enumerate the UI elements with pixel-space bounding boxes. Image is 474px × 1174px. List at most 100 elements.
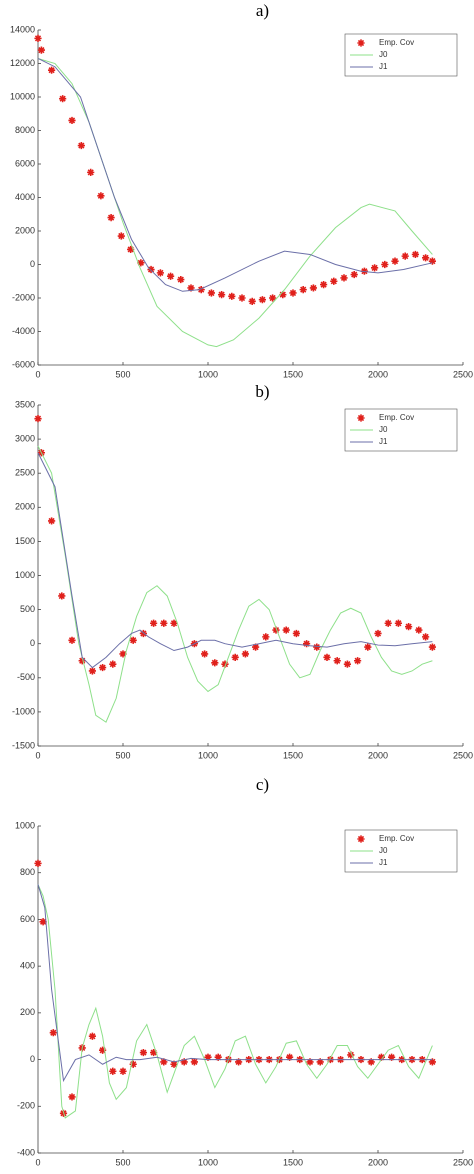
x-tick-label: 1500 <box>283 369 303 379</box>
chart-panel: b) -1500 -1000 -500 0 500 1000 1500 2000 2500 3000… <box>12 382 473 760</box>
data-point <box>214 1053 222 1061</box>
data-point <box>201 650 209 658</box>
data-point <box>190 1058 198 1066</box>
x-tick-label: 2500 <box>453 1157 473 1167</box>
y-tick-label: 400 <box>20 961 35 971</box>
data-point <box>37 46 45 54</box>
x-tick-label: 500 <box>115 369 130 379</box>
data-point <box>306 1058 314 1066</box>
data-line <box>37 884 433 1119</box>
data-point <box>150 619 158 627</box>
data-point <box>211 659 219 667</box>
data-point <box>109 660 117 668</box>
data-point <box>350 270 358 279</box>
data-point <box>289 289 297 297</box>
data-point <box>160 1058 168 1066</box>
legend-text: J0 <box>379 846 388 855</box>
legend-text: J1 <box>379 62 388 71</box>
data-point <box>88 1032 96 1040</box>
data-point <box>303 640 311 648</box>
data-point <box>388 1053 396 1061</box>
data-point <box>272 626 280 634</box>
data-point <box>107 214 115 222</box>
data-point <box>238 294 246 302</box>
data-point <box>316 1058 324 1066</box>
data-point <box>354 657 362 665</box>
y-tick-label: 10000 <box>10 91 35 101</box>
y-tick-label: 2000 <box>15 225 35 235</box>
y-tick-label: 3000 <box>15 433 35 443</box>
data-point <box>269 294 277 302</box>
data-line <box>37 57 433 348</box>
x-tick-label: 500 <box>115 1157 130 1167</box>
data-point <box>248 297 256 305</box>
data-point <box>286 1053 294 1061</box>
data-line <box>37 445 433 723</box>
data-point <box>77 141 85 150</box>
data-point <box>99 1046 107 1054</box>
y-tick-label: -500 <box>17 672 35 682</box>
data-point <box>347 1051 355 1059</box>
x-tick-label: 1500 <box>283 1157 303 1167</box>
legend-text: Emp. Cov <box>379 834 414 843</box>
data-point <box>119 1067 127 1075</box>
legend-text: J1 <box>379 437 388 446</box>
legend-marker <box>357 39 365 47</box>
data-point <box>299 286 307 294</box>
data-point <box>129 1060 137 1068</box>
data-point <box>309 284 317 292</box>
data-point <box>150 1048 158 1057</box>
data-point <box>364 643 372 651</box>
x-tick-label: 500 <box>115 750 130 760</box>
data-point <box>428 1058 436 1066</box>
data-point <box>48 66 56 74</box>
data-point <box>292 629 300 638</box>
y-tick-label: 0 <box>30 638 35 648</box>
data-point <box>117 232 125 240</box>
data-point <box>49 1029 57 1037</box>
data-point <box>139 629 147 638</box>
data-point <box>405 623 413 631</box>
data-point <box>428 643 436 651</box>
data-point <box>68 116 76 125</box>
x-tick-label: 1500 <box>283 750 303 760</box>
y-tick-label: 1500 <box>15 536 35 546</box>
data-point <box>99 663 107 672</box>
data-point <box>401 252 409 260</box>
data-point <box>207 289 215 297</box>
y-tick-label: 2500 <box>15 468 35 478</box>
data-point <box>241 650 249 658</box>
data-point <box>340 274 348 282</box>
x-tick-label: 2000 <box>368 369 388 379</box>
data-point <box>129 636 137 644</box>
data-point <box>258 296 266 304</box>
data-point <box>218 291 226 299</box>
data-point <box>330 277 338 285</box>
y-tick-label: 1000 <box>15 570 35 580</box>
x-tick-label: 1000 <box>198 1157 218 1167</box>
data-point <box>282 626 290 634</box>
y-tick-label: 800 <box>20 867 35 877</box>
data-point <box>377 1053 385 1061</box>
y-tick-label: 8000 <box>15 125 35 135</box>
data-point <box>59 95 67 103</box>
legend-text: J0 <box>379 50 388 59</box>
data-point <box>428 257 436 265</box>
x-tick-label: 0 <box>35 369 40 379</box>
data-point <box>48 517 56 525</box>
data-point <box>147 265 155 274</box>
data-point <box>313 643 321 651</box>
data-point <box>323 653 331 661</box>
data-line <box>37 58 433 292</box>
y-tick-label: 12000 <box>10 58 35 68</box>
y-tick-label: -4000 <box>12 326 35 336</box>
data-point <box>170 619 178 627</box>
legend-text: Emp. Cov <box>379 413 414 422</box>
legend-text: Emp. Cov <box>379 38 414 47</box>
data-point <box>156 269 164 277</box>
data-point <box>167 272 175 280</box>
data-point <box>87 168 95 176</box>
y-tick-label: -2000 <box>12 292 35 302</box>
data-point <box>235 1058 243 1066</box>
